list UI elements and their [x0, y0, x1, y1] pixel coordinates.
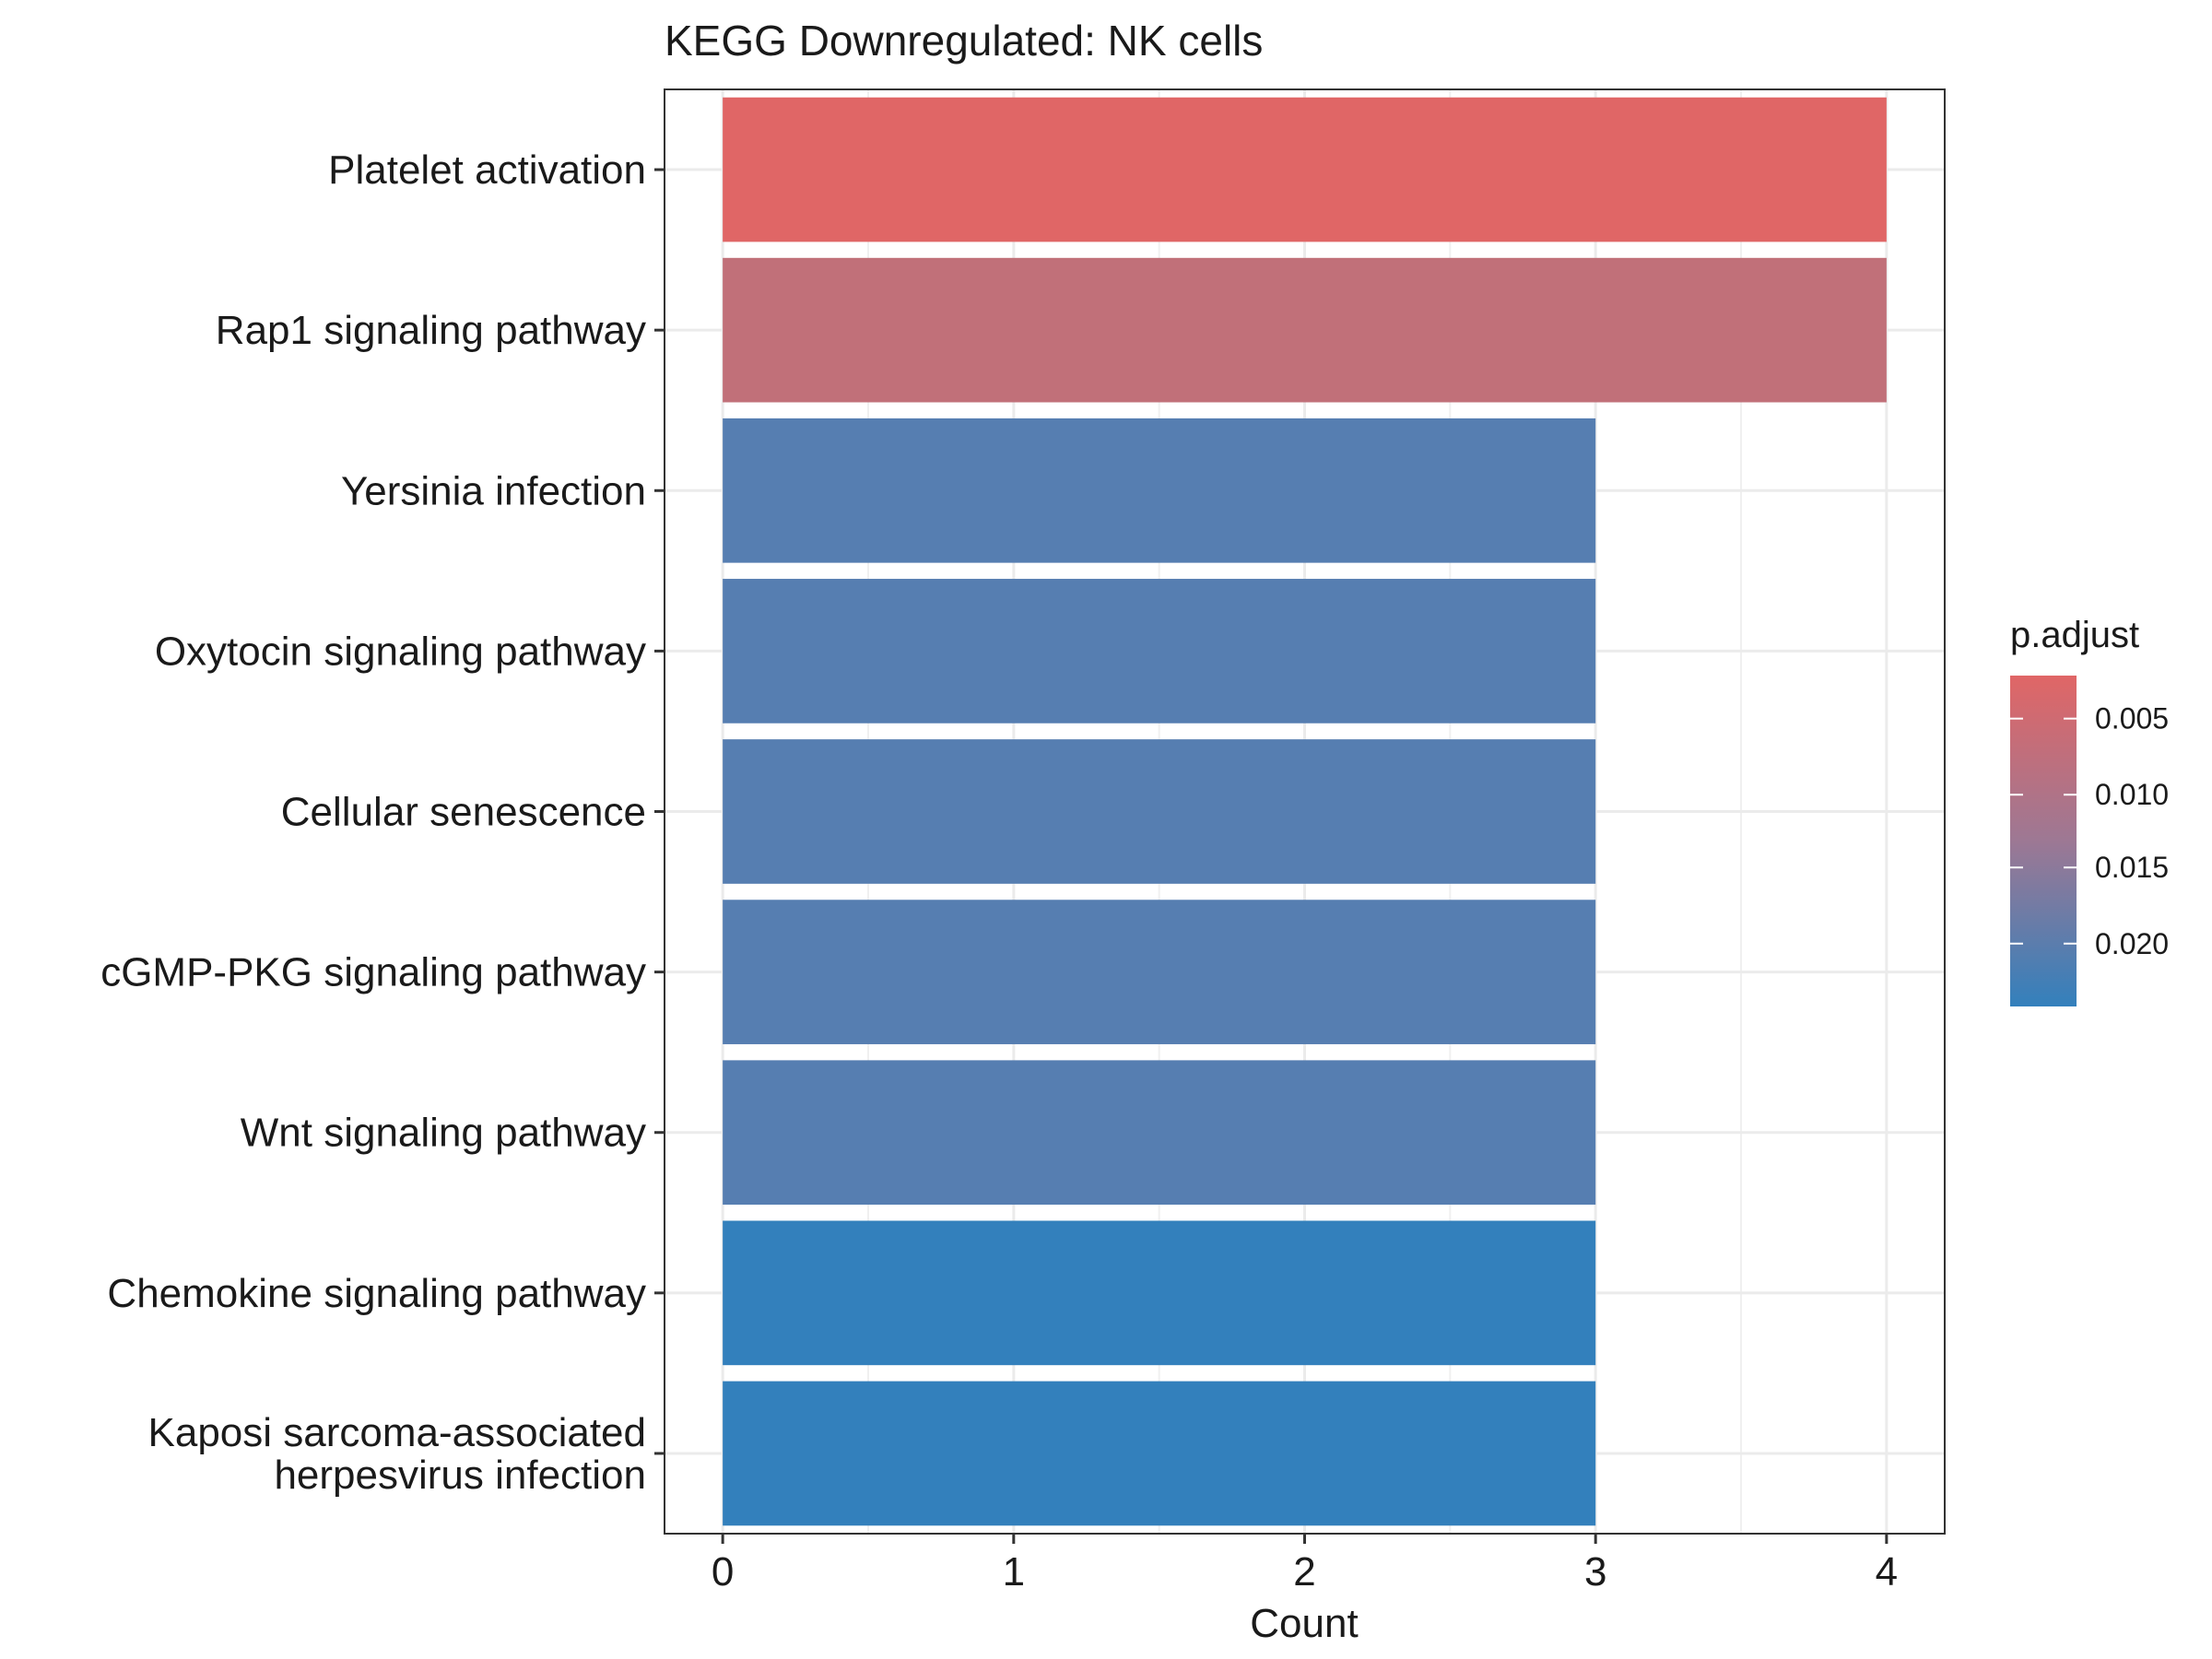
- legend-tick-label: 0.015: [2095, 851, 2169, 884]
- y-tick-label: Wnt signaling pathway: [241, 1111, 646, 1156]
- x-axis: 0 1 2 3 4: [712, 1534, 1898, 1594]
- y-tick-label: Cellular senescence: [281, 790, 646, 835]
- bar: [723, 579, 1596, 724]
- y-tick-label: Kaposi sarcoma-associated herpesvirus inf…: [148, 1410, 646, 1498]
- legend: p.adjust 0.005 0.010 0.015 0.020: [2010, 615, 2169, 1006]
- y-tick-label: Chemokine signaling pathway: [107, 1271, 646, 1316]
- bar: [723, 418, 1596, 563]
- legend-tick-label: 0.005: [2095, 702, 2169, 735]
- legend-tick-label: 0.010: [2095, 778, 2169, 811]
- y-tick-label: Yersinia infection: [341, 468, 646, 513]
- x-tick-label: 4: [1876, 1549, 1898, 1594]
- bar: [723, 257, 1887, 403]
- bar: [723, 97, 1887, 242]
- y-tick-label: Platelet activation: [328, 147, 646, 193]
- y-axis: Platelet activation Rap1 signaling pathwa…: [100, 147, 665, 1498]
- y-tick-label: cGMP-PKG signaling pathway: [100, 950, 646, 995]
- legend-tick-label: 0.020: [2095, 927, 2169, 960]
- x-tick-label: 0: [712, 1549, 734, 1594]
- x-tick-label: 1: [1003, 1549, 1025, 1594]
- chart-title: KEGG Downregulated: NK cells: [665, 17, 1263, 65]
- bar: [723, 1220, 1596, 1366]
- bar: [723, 739, 1596, 884]
- y-tick-label: Oxytocin signaling pathway: [155, 629, 646, 674]
- bar: [723, 1381, 1596, 1526]
- x-tick-label: 2: [1293, 1549, 1315, 1594]
- legend-title: p.adjust: [2010, 615, 2139, 655]
- x-tick-label: 3: [1584, 1549, 1606, 1594]
- legend-colorbar: [2010, 676, 2077, 1006]
- x-axis-title: Count: [1250, 1601, 1358, 1646]
- bar: [723, 900, 1596, 1044]
- bars: [723, 97, 1887, 1526]
- legend-ticks: 0.005 0.010 0.015 0.020: [2010, 702, 2169, 960]
- y-tick-label: Rap1 signaling pathway: [216, 308, 646, 353]
- bar: [723, 1060, 1596, 1206]
